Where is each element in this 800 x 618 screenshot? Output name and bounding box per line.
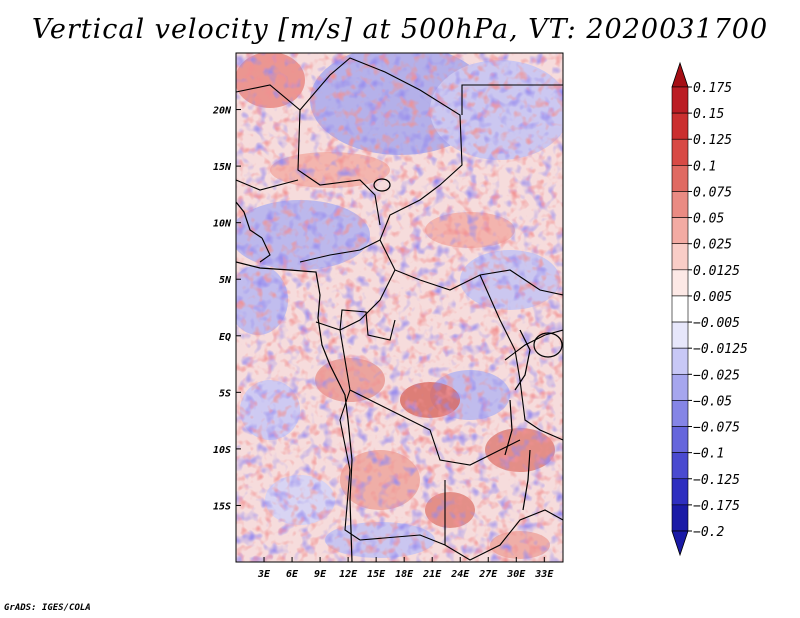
colorbar-swatch — [671, 373, 689, 401]
colorbar-swatch — [671, 478, 689, 506]
lat-tick-label: 20N — [212, 106, 232, 117]
lat-tick-label: 5S — [219, 388, 231, 399]
lon-tick-label: 12E — [339, 569, 358, 580]
colorbar-swatch — [671, 243, 689, 271]
colorbar-label: 0.025 — [693, 238, 732, 253]
lon-tick-label: 24E — [450, 569, 470, 580]
colorbar-label: 0.15 — [693, 107, 724, 122]
lat-tick-label: 5N — [219, 275, 232, 286]
colorbar-swatch — [671, 165, 689, 192]
lat-tick-label: 15N — [213, 162, 232, 173]
colorbar-label: −0.075 — [693, 421, 740, 436]
colorbar-label: −0.05 — [693, 394, 732, 409]
coastline — [236, 201, 353, 562]
lat-tick-label: 10S — [213, 445, 231, 456]
lon-tick-label: 21E — [422, 569, 442, 580]
colorbar-swatch — [671, 321, 689, 349]
lon-tick-label: 6E — [286, 569, 299, 580]
colorbar-swatch — [671, 191, 689, 218]
colorbar-label: −0.175 — [693, 499, 740, 514]
colorbar-label: −0.125 — [693, 473, 740, 488]
colorbar-swatch — [671, 347, 689, 375]
colorbar-swatch — [671, 86, 689, 114]
colorbar-label: 0.05 — [693, 212, 724, 227]
lon-tick-label: 15E — [367, 569, 386, 580]
colorbar-swatch — [671, 426, 689, 453]
colorbar-label: −0.2 — [693, 525, 724, 540]
lon-tick-label: 3E — [257, 569, 271, 580]
colorbar-label: −0.0125 — [693, 342, 748, 357]
lat-tick-label: EQ — [219, 332, 231, 343]
lon-tick-label: 27E — [478, 569, 498, 580]
colorbar-label: 0.0125 — [693, 264, 740, 279]
colorbar: 0.175 0.15 0.125 0.1 0.075 0.05 0.025 0.0125 0.0… — [671, 61, 748, 557]
colorbar-label: −0.005 — [693, 316, 740, 331]
colorbar-over-triangle — [671, 61, 689, 88]
colorbar-under-triangle — [671, 530, 689, 557]
map-frame — [235, 52, 564, 563]
colorbar-label: 0.1 — [693, 159, 716, 174]
map-title: Vertical velocity [m/s] at 500hPa, VT: 2… — [31, 14, 769, 45]
colorbar-swatch — [671, 138, 689, 166]
lat-tick-label: 15S — [213, 501, 231, 512]
colorbar-swatch — [671, 217, 689, 245]
colorbar-label: 0.125 — [693, 133, 732, 148]
colorbar-label: −0.025 — [693, 368, 740, 383]
lat-tick-label: 10N — [213, 219, 232, 230]
colorbar-label: −0.1 — [693, 447, 724, 462]
lon-tick-label: 33E — [534, 569, 554, 580]
colorbar-label: 0.075 — [693, 185, 732, 200]
lon-tick-label: 30E — [506, 569, 526, 580]
lon-tick-label: 18E — [395, 569, 414, 580]
grads-credit: GrADS: IGES/COLA — [4, 603, 91, 613]
lakes — [373, 178, 563, 511]
colorbar-swatch — [671, 295, 689, 323]
colorbar-swatch — [671, 400, 689, 427]
axis-ticks: 3E 6E 9E 12E 15E 18E 21E 24E 27E 30E 33E 20N 15N 10N 5… — [212, 106, 554, 580]
vertical-velocity-field — [236, 53, 563, 562]
colorbar-label: 0.005 — [693, 290, 732, 305]
country-borders — [236, 57, 563, 561]
colorbar-swatch — [671, 112, 689, 140]
colorbar-swatch — [671, 504, 689, 532]
colorbar-label: 0.175 — [693, 81, 732, 96]
lon-tick-label: 9E — [314, 569, 327, 580]
colorbar-swatch — [671, 452, 689, 480]
colorbar-swatch — [671, 269, 689, 297]
fine-scale-noise — [236, 53, 563, 562]
